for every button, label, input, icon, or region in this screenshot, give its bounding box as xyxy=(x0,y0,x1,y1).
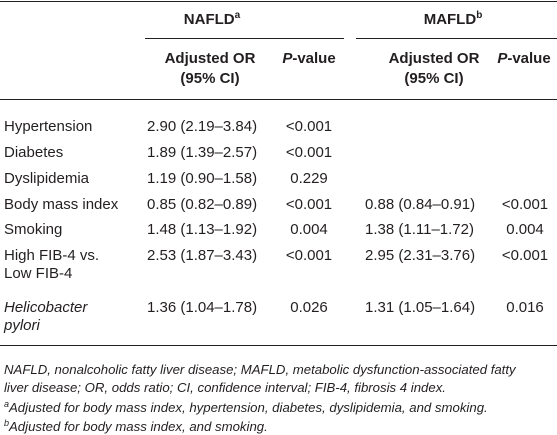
footnote-marker: b xyxy=(476,10,483,21)
group-label: NAFLD xyxy=(183,11,235,28)
footnote-line: liver disease; OR, odds ratio; CI, confi… xyxy=(4,380,446,395)
cell: 1.48 (1.13–1.92) xyxy=(147,221,258,238)
cell: <0.001 xyxy=(501,196,549,213)
cell: 0.229 xyxy=(290,170,328,187)
cell: <0.001 xyxy=(501,247,549,264)
group-rule xyxy=(356,38,557,39)
row-label: Body mass index xyxy=(4,196,119,213)
cell: 2.90 (2.19–3.84) xyxy=(147,118,258,135)
cell: 2.53 (1.87–3.43) xyxy=(147,247,258,264)
row-label: High FIB-4 vs. xyxy=(4,247,100,264)
column-header: (95% CI) xyxy=(404,70,464,87)
header-rule xyxy=(0,99,557,100)
cell: 1.38 (1.11–1.72) xyxy=(365,221,474,238)
footnote-marker: a xyxy=(234,10,241,21)
cell: 1.36 (1.04–1.78) xyxy=(147,299,258,316)
top-rule xyxy=(0,1,557,2)
cell: 1.31 (1.05–1.64) xyxy=(365,299,476,316)
bottom-rule xyxy=(0,345,557,346)
row-label: Hypertension xyxy=(4,118,93,135)
group-header: NAFLDa xyxy=(184,11,240,29)
row-label: Diabetes xyxy=(4,144,64,161)
footnote-marker: b xyxy=(4,418,10,428)
cell: 0.004 xyxy=(506,221,544,238)
cell: 2.95 (2.31–3.76) xyxy=(365,247,476,264)
row-label: pylori xyxy=(4,317,40,334)
footnote: bAdjusted for body mass index, and smoki… xyxy=(4,418,268,435)
p-italic: P xyxy=(282,50,293,67)
group-rule xyxy=(145,38,344,39)
cell: 0.88 (0.84–0.91) xyxy=(365,196,476,213)
p-italic: P xyxy=(497,50,508,67)
cell: <0.001 xyxy=(285,247,333,264)
column-header: P-value xyxy=(282,50,335,68)
cell: 1.89 (1.39–2.57) xyxy=(147,144,258,161)
footnote-text: Adjusted for body mass index, and smokin… xyxy=(9,419,268,434)
group-label: MAFLD xyxy=(423,11,477,28)
cell: 0.026 xyxy=(290,299,328,316)
column-header: P-value xyxy=(497,50,550,68)
footnote-line: NAFLD, nonalcoholic fatty liver disease;… xyxy=(4,362,516,377)
column-header: (95% CI) xyxy=(180,70,240,87)
footnote: aAdjusted for body mass index, hypertens… xyxy=(4,399,488,416)
cell: 1.19 (0.90–1.58) xyxy=(147,170,258,187)
cell: <0.001 xyxy=(285,196,333,213)
row-label: Smoking xyxy=(4,221,63,238)
cell: <0.001 xyxy=(285,118,333,135)
p-rest: -value xyxy=(507,50,551,67)
group-header: MAFLDb xyxy=(424,11,483,29)
row-label: Helicobacter xyxy=(4,299,88,316)
row-label: Dyslipidemia xyxy=(4,170,90,187)
p-rest: -value xyxy=(292,50,336,67)
cell: 0.016 xyxy=(506,299,544,316)
column-header: Adjusted OR xyxy=(388,50,480,67)
footnote-marker: a xyxy=(4,399,10,409)
cell: 0.85 (0.82–0.89) xyxy=(147,196,258,213)
row-label: Low FIB-4 xyxy=(4,265,73,282)
footnote-text: Adjusted for body mass index, hypertensi… xyxy=(9,400,488,415)
cell: <0.001 xyxy=(285,144,333,161)
column-header: Adjusted OR xyxy=(164,50,256,67)
cell: 0.004 xyxy=(290,221,328,238)
